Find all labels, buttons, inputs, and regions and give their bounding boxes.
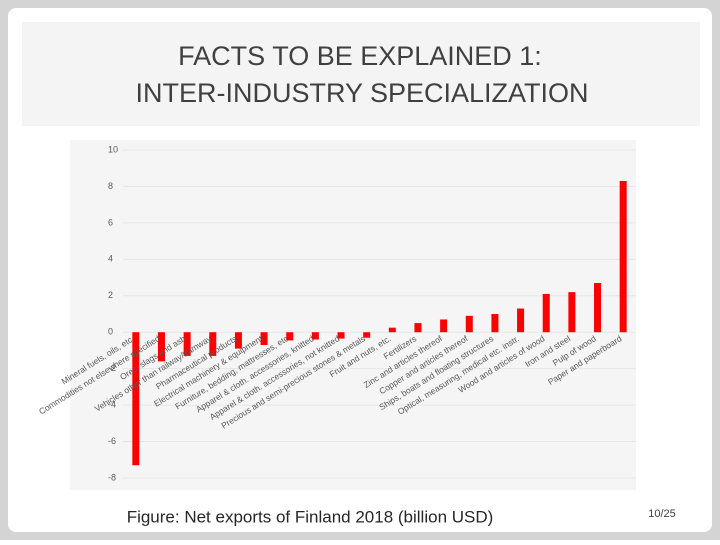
title-box	[22, 22, 700, 126]
subtitle: INTER-INDUSTRY SPECIALIZATION	[135, 78, 588, 108]
y-tick-label: 4	[108, 254, 113, 264]
y-tick-label: 10	[108, 144, 118, 154]
bar	[286, 332, 294, 341]
bar	[132, 332, 140, 466]
bar	[311, 332, 319, 340]
bar	[337, 332, 345, 339]
page-number: 10/25	[648, 508, 676, 520]
bar	[594, 283, 602, 333]
caption: Figure: Net exports of Finland 2018 (bil…	[127, 507, 494, 526]
y-tick-label: 6	[108, 217, 113, 227]
bar	[260, 332, 268, 345]
bar	[619, 180, 627, 333]
bar	[414, 323, 422, 333]
bar	[465, 315, 473, 333]
bar	[491, 314, 499, 333]
bar	[234, 332, 242, 349]
y-tick-label: -6	[108, 436, 116, 446]
bar	[209, 332, 217, 356]
bar	[157, 332, 165, 362]
y-tick-label: 8	[108, 181, 113, 191]
bar	[388, 327, 396, 333]
y-tick-label: -4	[108, 399, 116, 409]
y-tick-label: 0	[108, 327, 113, 337]
y-tick-label: -8	[108, 472, 116, 482]
bar	[363, 332, 371, 338]
chart-area	[70, 140, 636, 490]
bar	[440, 319, 448, 333]
bar	[542, 293, 550, 333]
y-tick-label: 2	[108, 290, 113, 300]
bar	[183, 332, 191, 356]
bar	[568, 292, 576, 333]
y-tick-label: -2	[108, 363, 116, 373]
title: FACTS TO BE EXPLAINED 1:	[178, 41, 542, 71]
bar	[517, 308, 525, 333]
